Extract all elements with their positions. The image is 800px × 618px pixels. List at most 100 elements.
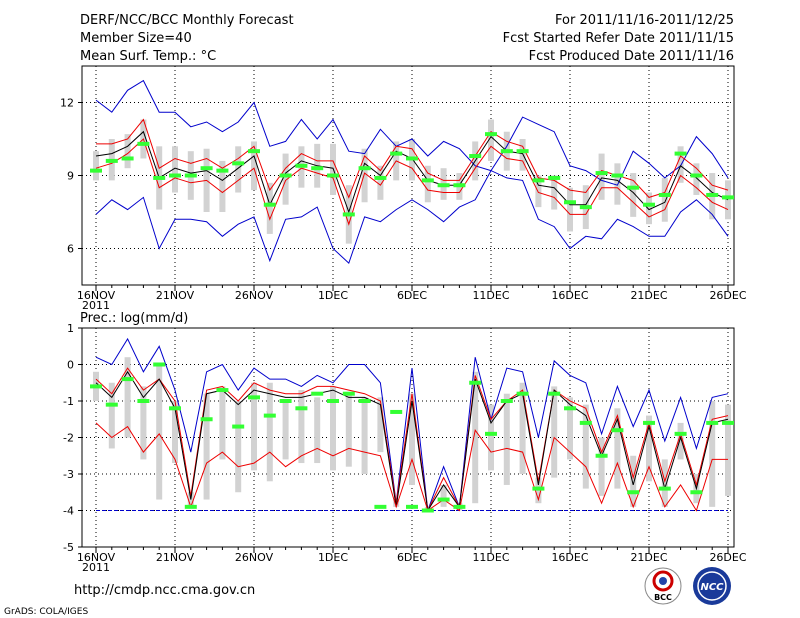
precipitation-obs-mark (595, 453, 608, 458)
temperature-spread-bar (646, 192, 652, 225)
precipitation-y-tick-label: -5 (63, 541, 74, 554)
precipitation-obs-mark (579, 420, 592, 425)
precipitation-obs-mark (548, 391, 561, 396)
temperature-spread-bar (693, 163, 700, 195)
ncc-logo: NCC (693, 567, 731, 605)
temperature-obs-mark (706, 192, 719, 197)
temperature-spread-bar (235, 146, 242, 193)
precipitation-x-tick-label: 1DEC (318, 551, 348, 564)
header-variable: Mean Surf. Temp.: °C (80, 49, 216, 64)
precipitation-observation-marks (90, 362, 734, 513)
temperature-obs-mark (564, 200, 576, 205)
precipitation-obs-mark (722, 420, 734, 425)
precipitation-x-axis: 16NOV 21NOV 26NOV 1DEC 6DEC 11DEC 16DEC 21DEC 26… (77, 547, 747, 574)
precipitation-x-tick-label: 11DEC (472, 551, 509, 564)
precipitation-obs-mark (500, 399, 513, 403)
precipitation-obs-mark (453, 504, 466, 509)
precipitation-obs-mark (643, 420, 655, 425)
precipitation-obs-mark (232, 424, 245, 429)
precipitation-spread-bar (709, 401, 716, 507)
temperature-spread-bar (282, 153, 289, 205)
temperature-obs-mark (311, 166, 324, 171)
temperature-x-tick-label: 11DEC (472, 289, 509, 302)
temperature-obs-mark (169, 173, 181, 178)
precipitation-x-tick-label: 21NOV (156, 551, 195, 564)
precipitation-spread-bar (345, 393, 352, 467)
precipitation-y-tick-label: -4 (63, 505, 74, 518)
temperature-x-tick-label: 26DEC (709, 289, 746, 302)
temperature-obs-mark (579, 205, 592, 210)
temperature-obs-mark (532, 178, 545, 183)
precipitation-obs-mark (374, 504, 387, 509)
header-period: For 2011/11/16-2011/12/25 (555, 13, 734, 28)
precipitation-obs-mark (263, 413, 276, 418)
precipitation-x-tick-label: 26DEC (709, 551, 746, 564)
temperature-y-tick-label: 12 (60, 97, 74, 110)
temperature-spread-bar (488, 119, 494, 161)
precipitation-obs-mark (658, 486, 671, 491)
footer-url[interactable]: http://cmdp.ncc.cma.gov.cn (74, 583, 255, 598)
precipitation-obs-mark (169, 406, 181, 411)
precipitation-obs-mark (295, 406, 308, 411)
header-produced-date: Fcst Produced Date 2011/11/16 (529, 49, 734, 64)
temperature-obs-mark (200, 166, 213, 171)
ncc-logo-text: NCC (700, 582, 724, 593)
temperature-obs-mark (516, 149, 529, 154)
precipitation-obs-mark (532, 486, 545, 491)
precipitation-x-tick-label: 16DEC (551, 551, 588, 564)
precipitation-obs-mark (690, 490, 703, 495)
bcc-logo-text: BCC (654, 593, 672, 602)
precipitation-spread-bar (661, 459, 668, 507)
precipitation-spread-bar (519, 382, 526, 474)
precipitation-spread-bar (361, 397, 368, 474)
temperature-obs-mark (184, 173, 197, 178)
bcc-logo-core-blue (659, 577, 667, 585)
precipitation-spread-bar (472, 371, 479, 504)
precipitation-spread-bar (235, 401, 242, 493)
precipitation-spread-bar (614, 408, 621, 489)
precipitation-spread-bar (598, 437, 605, 496)
temperature-obs-mark (643, 202, 655, 207)
header-title: DERF/NCC/BCC Monthly Forecast (80, 13, 294, 28)
temperature-spread-bar (377, 165, 384, 200)
temperature-obs-mark (248, 149, 260, 154)
temperature-obs-mark (121, 156, 134, 161)
precipitation-spread-bar (314, 397, 321, 464)
temperature-obs-mark (421, 178, 434, 183)
precipitation-obs-mark (706, 420, 719, 425)
temperature-spread-bar (725, 180, 731, 220)
temperature-line-lower (95, 138, 729, 226)
precipitation-spread-bar (219, 386, 226, 460)
temperature-obs-mark (153, 175, 166, 180)
temperature-x-tick-label: 6DEC (397, 289, 427, 302)
precipitation-obs-mark (674, 431, 687, 436)
ncc-logo-ring (697, 571, 727, 601)
precipitation-spread-bar (488, 404, 494, 471)
temperature-y-axis: 6 9 12 (60, 97, 82, 256)
temperature-obs-mark (453, 183, 466, 188)
bcc-logo: BCC (644, 567, 682, 605)
temperature-spread-bar (424, 165, 431, 203)
precipitation-obs-mark (406, 504, 418, 509)
precipitation-obs-mark (421, 508, 434, 513)
precipitation-series-lines (95, 337, 729, 513)
temperature-spread-bar (567, 187, 573, 232)
temperature-spread-bar (124, 134, 131, 169)
temperature-x-tick-label: 16NOV (77, 289, 116, 302)
temperature-y-tick-label: 9 (67, 170, 74, 183)
temperature-spread-bar (551, 175, 558, 210)
precipitation-obs-mark (516, 391, 529, 396)
precipitation-spread-bar (266, 382, 273, 482)
header-member-size: Member Size=40 (80, 31, 192, 46)
temperature-obs-mark (548, 175, 561, 180)
temperature-obs-mark (137, 141, 150, 146)
temperature-spread-bar (661, 177, 668, 222)
temperature-obs-mark (105, 158, 118, 163)
precipitation-spread-bar (282, 401, 289, 460)
temperature-spread-bar (361, 148, 368, 203)
precipitation-spread-bar (551, 386, 558, 478)
precipitation-obs-mark (485, 431, 497, 436)
precipitation-panel: -5 -4 -3 -2 -1 0 1 16NOV 21NOV 26NOV 1DEC 6DEC 11DE… (63, 322, 747, 574)
temperature-x-tick-label: 1DEC (318, 289, 348, 302)
temperature-obs-mark (216, 168, 229, 173)
